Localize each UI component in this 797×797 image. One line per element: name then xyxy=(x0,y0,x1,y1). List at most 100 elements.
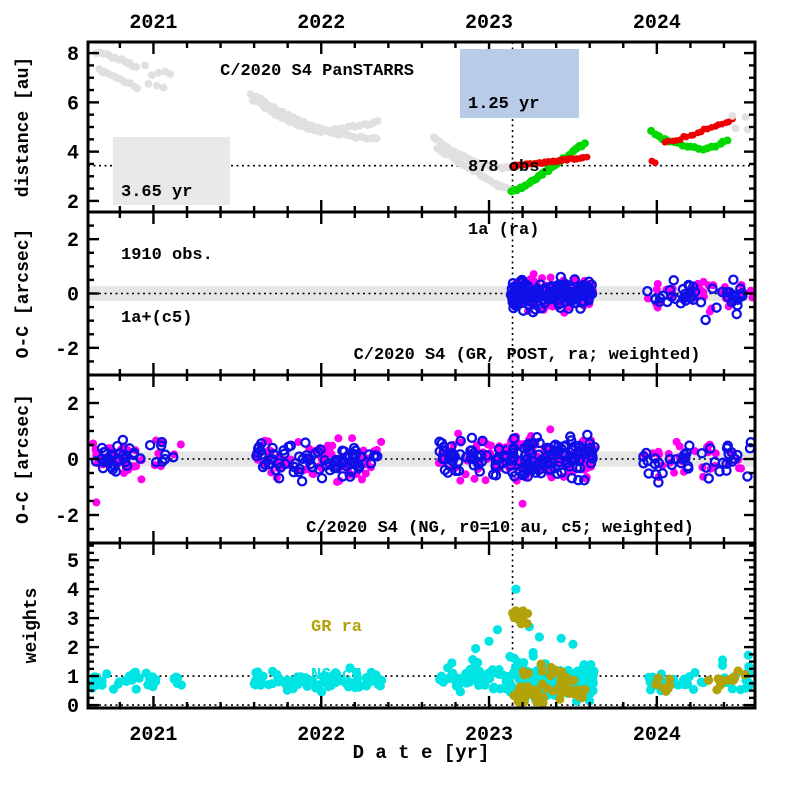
data-point xyxy=(585,442,596,454)
data-point xyxy=(555,271,567,283)
x-tick-label-top: 2023 xyxy=(465,12,513,35)
annotation-line: 1910 obs. xyxy=(121,246,213,265)
data-point xyxy=(555,681,565,691)
y-tick-label: 3 xyxy=(67,609,79,632)
data-point xyxy=(471,643,481,654)
y-axis-title: weights xyxy=(22,588,42,664)
data-point xyxy=(488,684,498,694)
data-point xyxy=(156,440,167,451)
data-point xyxy=(682,460,694,472)
data-point xyxy=(642,285,653,297)
data-point xyxy=(513,687,523,697)
data-point xyxy=(680,295,691,306)
data-point xyxy=(481,450,493,461)
data-point xyxy=(249,679,259,689)
data-point xyxy=(307,461,318,473)
data-point xyxy=(666,459,678,471)
data-point xyxy=(534,437,545,449)
data-point xyxy=(664,453,676,465)
data-point xyxy=(734,464,743,473)
data-point xyxy=(649,458,661,470)
annotation-line: 878 obs. xyxy=(468,158,550,177)
data-point xyxy=(454,429,463,438)
data-point xyxy=(679,288,691,300)
data-point xyxy=(518,305,529,316)
data-point xyxy=(520,454,531,466)
data-point xyxy=(684,672,694,682)
data-point xyxy=(568,639,578,649)
data-point xyxy=(638,451,649,462)
data-point xyxy=(132,62,141,71)
data-point xyxy=(703,473,714,484)
data-point xyxy=(548,686,558,696)
data-point xyxy=(297,453,309,465)
data-point xyxy=(256,438,267,449)
x-axis-title: D a t e [yr] xyxy=(352,742,490,764)
data-point xyxy=(555,284,567,295)
data-point xyxy=(716,286,728,298)
data-point xyxy=(508,433,520,444)
data-point xyxy=(454,680,464,691)
data-point xyxy=(303,453,314,465)
y-tick-label: 0 xyxy=(67,285,79,308)
data-point xyxy=(670,468,679,477)
data-point xyxy=(159,83,168,92)
data-point xyxy=(92,679,102,689)
data-point xyxy=(587,451,598,463)
data-point xyxy=(664,137,672,145)
data-point xyxy=(701,462,712,473)
data-point xyxy=(436,675,446,685)
data-point xyxy=(316,687,327,697)
data-point xyxy=(731,124,740,133)
data-point xyxy=(344,471,356,482)
annotation-line: 1.25 yr xyxy=(468,95,540,114)
panel3-solution-label: C/2020 S4 (NG, r0=10 au, c5; weighted) xyxy=(306,519,694,538)
data-point xyxy=(147,71,156,80)
data-point xyxy=(159,453,171,465)
axes: 2 4 6 8 distance [au] -2 0 2 O-C [arcsec] -2 0 2 O-C… xyxy=(14,12,757,747)
data-point xyxy=(120,675,130,686)
data-point xyxy=(571,297,582,309)
data-point xyxy=(154,68,163,77)
data-point xyxy=(557,667,567,677)
x-tick-label-bottom: 2021 xyxy=(129,724,177,747)
data-point xyxy=(748,293,755,302)
data-point xyxy=(703,675,714,685)
data-point xyxy=(266,453,278,465)
y-tick-label: 5 xyxy=(67,551,79,574)
data-point xyxy=(716,675,726,685)
data-point xyxy=(726,456,738,467)
y-tick-label: 1 xyxy=(67,667,79,690)
data-point xyxy=(584,438,596,449)
annotation-line: 1a (ra) xyxy=(468,221,540,240)
data-point xyxy=(448,668,458,678)
data-point xyxy=(569,274,580,285)
data-point xyxy=(273,472,285,484)
x-tick-label-bottom: 2022 xyxy=(297,724,345,747)
data-point xyxy=(523,668,533,678)
comet-title: C/2020 S4 PanSTARRS xyxy=(220,62,414,81)
data-point xyxy=(323,441,332,450)
y-axis-title: O-C [arcsec] xyxy=(14,229,34,359)
data-point xyxy=(296,476,308,487)
data-point xyxy=(728,274,739,285)
x-tick-label-bottom: 2024 xyxy=(633,724,681,747)
data-point xyxy=(723,136,732,145)
data-point xyxy=(275,462,287,473)
data-point xyxy=(696,677,706,687)
data-point xyxy=(377,437,386,446)
data-point xyxy=(334,434,343,443)
data-point xyxy=(506,283,518,294)
data-point xyxy=(316,472,328,484)
x-tick-label-top: 2021 xyxy=(129,12,177,35)
data-point xyxy=(531,692,541,702)
data-point xyxy=(573,474,584,486)
data-point xyxy=(534,632,544,642)
data-point xyxy=(742,471,753,482)
y-axis-title: distance [au] xyxy=(14,57,34,197)
data-point xyxy=(737,290,748,302)
data-point xyxy=(721,465,732,476)
data-point xyxy=(481,476,490,485)
data-point xyxy=(102,669,112,679)
data-point xyxy=(366,667,376,677)
